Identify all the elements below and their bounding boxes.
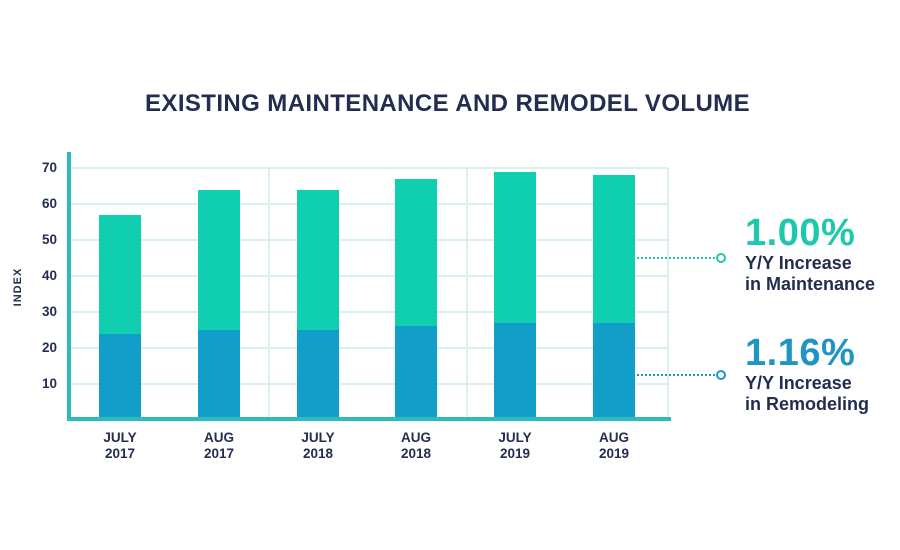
remodeling-percent-value: 1.16% xyxy=(745,332,856,374)
x-category-label: AUG 2018 xyxy=(381,430,451,461)
x-category-label: AUG 2017 xyxy=(184,430,254,461)
annotation-line-2: in Maintenance xyxy=(745,274,876,294)
h-gridline xyxy=(68,239,668,241)
x-label-month: JULY xyxy=(103,430,137,445)
bar-segment-remodeling xyxy=(297,330,339,417)
x-label-year: 2018 xyxy=(302,445,334,461)
v-gridline xyxy=(267,168,270,420)
x-label-year: 2019 xyxy=(499,445,531,461)
chart-title: EXISTING MAINTENANCE AND REMODEL VOLUME xyxy=(145,90,750,117)
x-label-month: AUG xyxy=(401,430,431,445)
v-gridline xyxy=(465,168,468,420)
annotation-line-2: in Remodeling xyxy=(745,394,870,414)
remodeling-annotation-text: Y/Y Increase in Remodeling xyxy=(745,373,895,415)
h-gridline xyxy=(68,167,668,169)
leader-endpoint-circle-maintenance xyxy=(716,253,726,263)
x-label-month: JULY xyxy=(498,430,532,445)
y-tick-label: 60 xyxy=(41,196,57,211)
h-gridline xyxy=(68,383,668,385)
bar-segment-remodeling xyxy=(593,322,635,417)
bar-segment-maintenance xyxy=(593,175,635,323)
h-gridline xyxy=(68,203,668,205)
x-label-year: 2018 xyxy=(400,445,432,461)
bar-segment-remodeling xyxy=(99,333,141,417)
y-tick-label: 20 xyxy=(41,340,57,355)
maintenance-annotation-text: Y/Y Increase in Maintenance xyxy=(745,253,895,295)
h-gridline xyxy=(68,275,668,277)
bar-segment-maintenance xyxy=(99,214,141,334)
y-axis-line xyxy=(67,152,71,421)
bar-segment-maintenance xyxy=(297,189,339,330)
y-tick-label: 50 xyxy=(41,232,57,247)
annotation-maintenance: 1.00% Y/Y Increase in Maintenance xyxy=(745,213,895,295)
x-category-label: JULY 2018 xyxy=(283,430,353,461)
x-label-month: AUG xyxy=(599,430,629,445)
maintenance-percent-value: 1.00% xyxy=(745,212,856,254)
bar-segment-remodeling xyxy=(494,322,536,417)
h-gridline xyxy=(68,311,668,313)
x-label-year: 2017 xyxy=(203,445,235,461)
x-label-year: 2017 xyxy=(104,445,136,461)
y-tick-label: 70 xyxy=(41,160,57,175)
x-label-year: 2019 xyxy=(598,445,630,461)
annotation-line-1: Y/Y Increase xyxy=(745,373,852,393)
x-axis-line xyxy=(67,417,671,421)
leader-line-maintenance xyxy=(637,257,715,259)
x-category-label: JULY 2017 xyxy=(85,430,155,461)
bar-segment-maintenance xyxy=(198,189,240,330)
x-label-month: AUG xyxy=(204,430,234,445)
y-tick-label: 10 xyxy=(41,376,57,391)
bar-segment-maintenance xyxy=(395,178,437,327)
y-tick-label: 40 xyxy=(41,268,57,283)
x-label-month: JULY xyxy=(301,430,335,445)
v-gridline xyxy=(666,168,669,420)
y-tick-label: 30 xyxy=(41,304,57,319)
leader-endpoint-circle-remodeling xyxy=(716,370,726,380)
h-gridline xyxy=(68,347,668,349)
bar-segment-remodeling xyxy=(395,326,437,417)
annotation-line-1: Y/Y Increase xyxy=(745,253,852,273)
annotation-remodeling: 1.16% Y/Y Increase in Remodeling xyxy=(745,333,895,415)
x-category-label: JULY 2019 xyxy=(480,430,550,461)
bar-segment-remodeling xyxy=(198,330,240,417)
x-category-label: AUG 2019 xyxy=(579,430,649,461)
leader-line-remodeling xyxy=(637,374,715,376)
bar-segment-maintenance xyxy=(494,171,536,323)
